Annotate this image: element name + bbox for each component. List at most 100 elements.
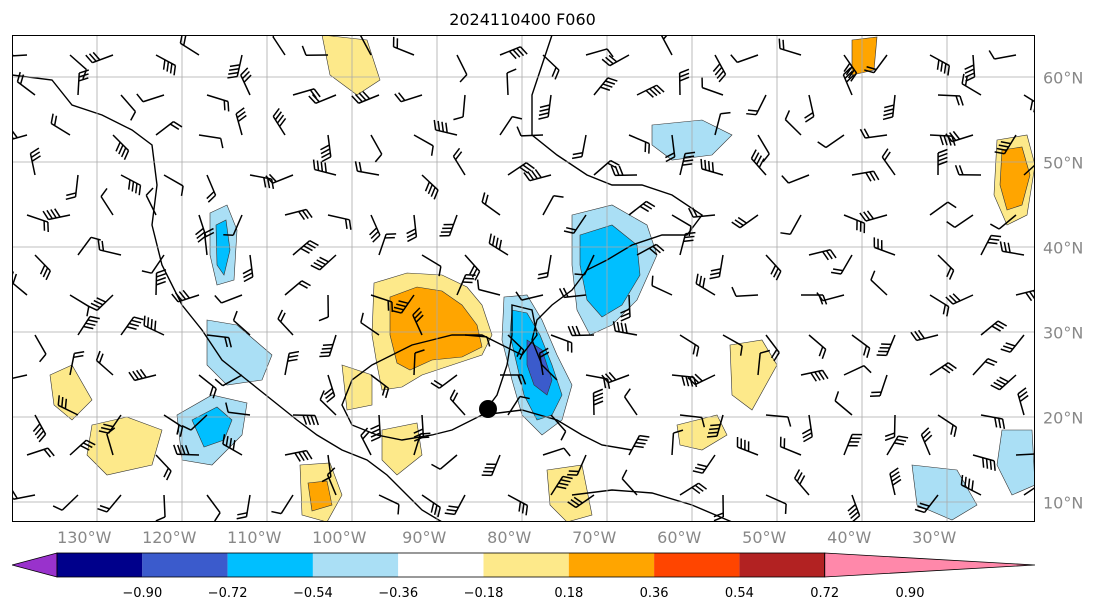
wind-barb [155,54,177,76]
longitude-label: 100°W [312,528,367,547]
wind-barb [370,374,390,399]
colorbar-extend-max [824,552,1036,578]
wind-barb [464,254,481,281]
wind-barb [830,254,853,275]
anomaly-positive-region [851,36,878,76]
anomaly-negative-region [996,429,1035,496]
latitude-label: 60°N [1043,68,1084,87]
wind-barb [679,151,696,176]
wind-barb [206,94,230,112]
wind-barb [506,68,517,96]
wind-barb [1017,387,1029,416]
wind-barb [804,94,815,123]
wind-barb [499,115,523,136]
anomaly-positive-region [729,339,778,411]
wind-barb [873,237,896,256]
wind-barb [706,414,724,438]
wind-barb [801,414,813,443]
wind-barb [360,427,372,456]
wind-barb [370,134,383,163]
latitude-label: 20°N [1043,408,1084,427]
anomaly-positive-region [999,146,1031,211]
anomaly-negative-region [215,219,231,276]
wind-barb [32,414,47,443]
wind-barb [937,254,955,280]
wind-barb [464,334,491,347]
wind-barb [537,254,552,280]
latitude-label: 10°N [1043,493,1084,512]
wind-barb [1023,486,1035,496]
wind-barb [507,162,535,176]
wind-barb [232,310,251,336]
wind-barb [886,435,909,456]
wind-barb [843,365,872,376]
wind-barb [816,292,845,302]
latitude-label: 50°N [1043,153,1084,172]
wind-barb [507,494,529,516]
wind-barbs [12,35,1035,522]
anomaly-positive-region [389,286,483,371]
wind-barb [842,67,855,96]
wind-barb [163,174,184,196]
wind-barb [235,107,247,136]
wind-barb [52,494,79,511]
wind-barb [700,158,724,176]
wind-barb [620,294,631,322]
wind-barb [301,45,329,56]
wind-barb [712,54,727,83]
wind-barb [77,236,101,256]
wind-barb [223,214,243,236]
wind-barb [499,46,528,60]
wind-barb [214,294,243,304]
longitude-label: 70°W [572,528,617,547]
wind-barb [859,128,888,139]
wind-barb [621,469,638,496]
wind-barb [476,279,501,296]
wind-barb [870,270,888,296]
wind-barb [550,334,573,353]
wind-barb [800,369,829,382]
wind-barb [378,233,397,256]
wind-barb [312,159,337,176]
wind-barb [240,67,252,96]
wind-barb [242,254,254,283]
wind-barb [120,316,144,336]
colorbar-segment [483,553,569,577]
wind-barb [391,294,415,314]
colorbar-segment [142,553,228,577]
longitude-label: 50°W [742,528,787,547]
wind-barb [370,414,382,442]
wind-barb [1000,334,1025,353]
wind-barb [538,347,550,376]
wind-barb [937,148,948,176]
wind-barb [601,54,630,67]
wind-barb [360,312,380,336]
wind-barb [859,210,888,222]
graticule [12,35,1035,522]
wind-barb [222,434,243,456]
wind-barb [960,474,982,496]
wind-barb [456,274,476,296]
colorbar-tick-label: −0.36 [378,586,419,601]
wind-barb [171,289,200,303]
wind-barb [929,201,957,216]
wind-barb [563,214,587,234]
colorbar-tick-label: −0.72 [207,586,248,601]
wind-barb [994,134,1017,155]
wind-barb [326,467,337,496]
wind-barb [929,294,950,317]
wind-barb [910,329,939,342]
wind-barb [972,454,996,471]
wind-barb [155,268,167,296]
wind-barb [141,254,165,274]
wind-barb [128,368,157,382]
colorbar-tick-label: 0.72 [810,586,840,601]
longitude-label: 120°W [142,528,197,547]
wind-barb [507,395,530,416]
wind-barb [198,134,224,149]
wind-barb [843,433,863,456]
wind-barb [69,351,85,376]
wind-barb [452,147,466,176]
colorbar-segment [568,553,655,577]
wind-barb [843,214,866,234]
